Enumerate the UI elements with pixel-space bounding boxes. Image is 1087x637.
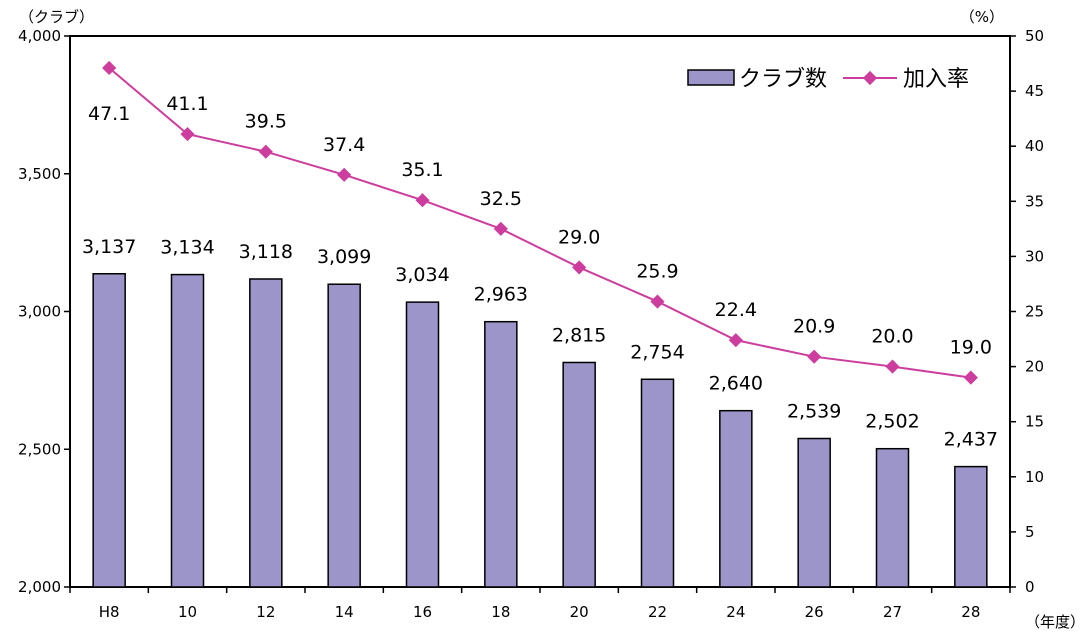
x-category-label: 26	[805, 603, 824, 621]
right-tick-label: 10	[1025, 468, 1044, 486]
x-category-label: 12	[256, 603, 275, 621]
left-tick-label: 4,000	[18, 27, 61, 45]
right-tick-label: 20	[1025, 358, 1044, 376]
legend-line-label: 加入率	[903, 67, 969, 92]
rate-value-label: 37.4	[323, 134, 365, 156]
ticks-group: 2,000 2,500 3,000 3,500 4,000 0 5 10 15 20 25 30 35 4…	[18, 27, 1044, 621]
rate-marker-14	[337, 167, 352, 182]
right-tick-label: 40	[1025, 137, 1044, 155]
x-category-label: 14	[335, 603, 354, 621]
x-category-label: 24	[726, 603, 745, 621]
bars-group	[92, 273, 988, 588]
left-tick-label: 2,500	[18, 440, 61, 458]
rate-line	[108, 67, 971, 379]
legend: クラブ数 加入率	[687, 67, 969, 92]
x-category-label: 10	[178, 603, 197, 621]
bar-value-label: 3,118	[239, 241, 293, 263]
x-category-label: 18	[491, 603, 510, 621]
bar-18	[484, 320, 518, 588]
bar-value-label: 2,502	[865, 411, 919, 433]
bar-10	[170, 273, 205, 588]
x-category-label: 20	[570, 603, 589, 621]
rate-value-label: 20.9	[793, 316, 835, 338]
x-axis-unit: （年度）	[1025, 613, 1085, 631]
bar-27	[875, 447, 910, 588]
bar-16	[405, 301, 440, 588]
rate-marker-22	[650, 294, 665, 309]
x-category-label: H8	[99, 603, 120, 621]
rate-value-label: 47.1	[88, 103, 130, 125]
bar-26	[797, 437, 831, 588]
x-category-label: 27	[883, 603, 902, 621]
rate-value-label: 39.5	[245, 111, 287, 133]
right-tick-label: 5	[1025, 523, 1035, 541]
bar-value-label: 2,963	[474, 284, 528, 306]
bar-value-label: 3,134	[160, 237, 214, 259]
data-labels-group: 3,137 3,134 3,118 3,099 3,034 2,963 2,815 2,754…	[82, 93, 998, 451]
x-category-label: 28	[961, 603, 980, 621]
rate-marker-12	[258, 144, 273, 159]
x-category-label: 22	[648, 603, 667, 621]
bar-value-label: 2,815	[552, 324, 606, 346]
rate-marker-10	[180, 127, 195, 142]
legend-bar-label: クラブ数	[739, 67, 827, 92]
bar-value-label: 3,137	[82, 236, 136, 258]
left-tick-label: 3,000	[18, 303, 61, 321]
rate-marker-16	[415, 193, 430, 208]
rate-marker-26	[807, 349, 822, 364]
bar-value-label: 3,099	[317, 246, 371, 268]
bar-value-label: 3,034	[395, 264, 449, 286]
line-series-group	[102, 60, 978, 385]
x-category-label: 16	[413, 603, 432, 621]
bar-22	[640, 378, 675, 588]
rate-marker-20	[572, 260, 587, 275]
rate-value-label: 19.0	[950, 337, 992, 359]
bar-12	[249, 278, 283, 588]
legend-line-marker	[862, 70, 878, 86]
rate-marker-27	[885, 359, 900, 374]
right-tick-label: 25	[1025, 303, 1044, 321]
rate-value-label: 25.9	[636, 261, 678, 283]
right-tick-label: 35	[1025, 192, 1044, 210]
legend-bar-swatch	[687, 69, 735, 86]
bar-28	[954, 465, 988, 588]
rate-value-label: 35.1	[401, 159, 443, 181]
rate-value-label: 32.5	[480, 188, 522, 210]
rate-marker-18	[493, 221, 508, 236]
bar-24	[719, 409, 753, 588]
right-axis-unit: （%）	[960, 8, 1004, 26]
plot-frame-group	[69, 35, 1011, 588]
right-tick-label: 30	[1025, 247, 1044, 265]
bar-20	[562, 361, 596, 588]
right-tick-label: 50	[1025, 27, 1044, 45]
left-tick-label: 2,000	[18, 578, 61, 596]
left-axis-unit: （クラブ）	[19, 8, 94, 26]
bar-value-label: 2,539	[787, 401, 841, 423]
rate-value-label: 41.1	[166, 93, 208, 115]
rate-value-label: 22.4	[715, 299, 757, 321]
rate-value-label: 29.0	[558, 226, 600, 248]
plot-frame	[69, 35, 1011, 588]
right-tick-label: 45	[1025, 82, 1044, 100]
rate-value-label: 20.0	[871, 326, 913, 348]
rate-marker-24	[728, 333, 743, 348]
right-tick-label: 0	[1025, 578, 1035, 596]
bar-H8	[92, 273, 126, 588]
right-tick-label: 15	[1025, 413, 1044, 431]
rate-marker-28	[963, 370, 978, 385]
bar-14	[327, 283, 361, 588]
bar-value-label: 2,640	[709, 373, 763, 395]
left-tick-label: 3,500	[18, 165, 61, 183]
bar-value-label: 2,437	[944, 429, 998, 451]
bar-value-label: 2,754	[630, 341, 684, 363]
